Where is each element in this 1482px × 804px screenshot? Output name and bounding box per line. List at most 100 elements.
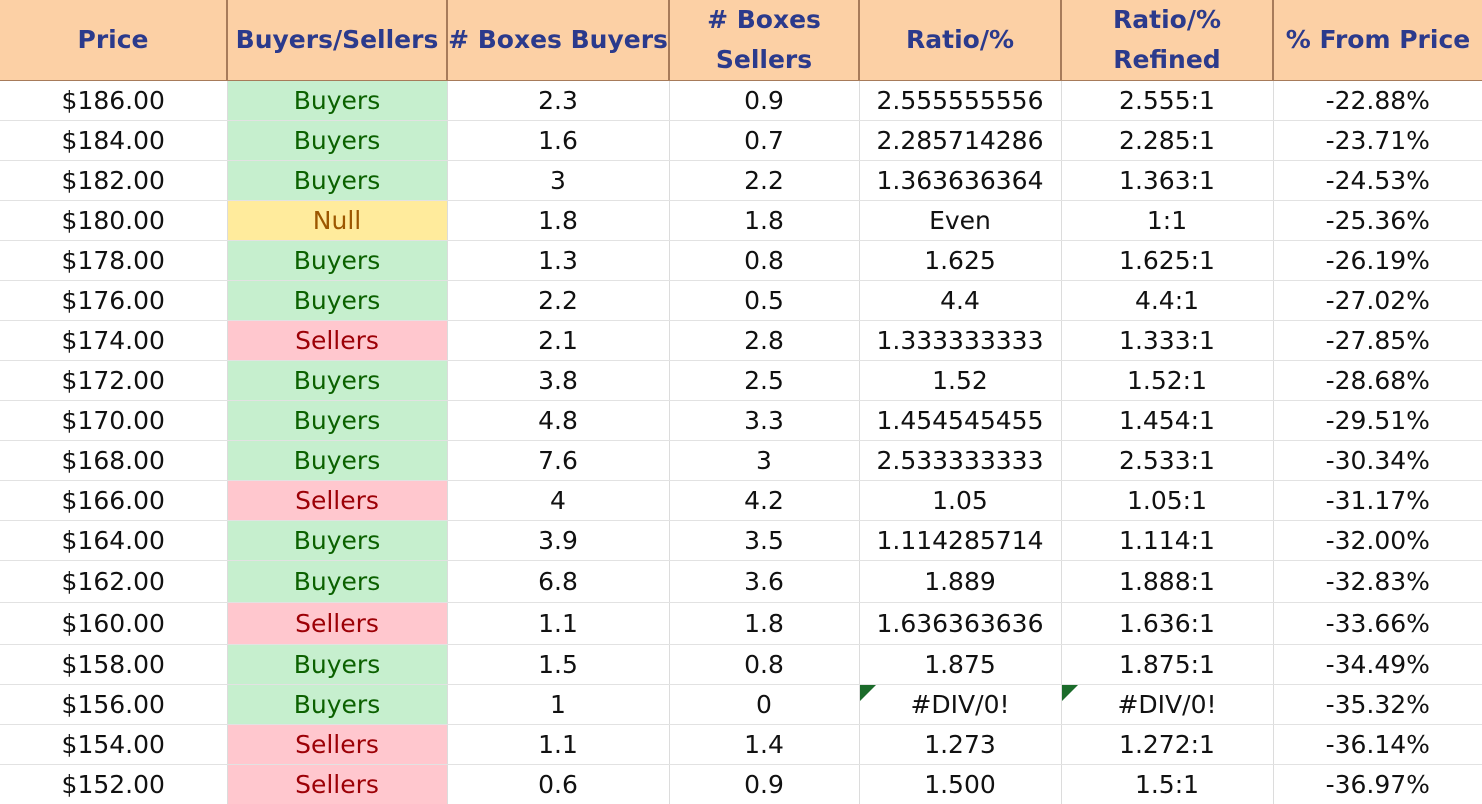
cell-boxes-buyers[interactable]: 2.2 bbox=[447, 280, 670, 321]
cell-price[interactable]: $182.00 bbox=[0, 160, 228, 201]
cell-boxes-sellers[interactable]: 3.3 bbox=[669, 400, 860, 441]
cell-boxes-sellers[interactable]: 0 bbox=[669, 684, 860, 725]
cell-boxes-sellers[interactable]: 1.8 bbox=[669, 602, 860, 645]
cell-pct-from-price[interactable]: -35.32% bbox=[1273, 684, 1482, 725]
header-ratio-refined[interactable]: Ratio/% Refined bbox=[1061, 0, 1274, 81]
cell-boxes-sellers[interactable]: 0.9 bbox=[669, 80, 860, 121]
cell-boxes-buyers[interactable]: 4 bbox=[447, 480, 670, 521]
cell-ratio-refined[interactable]: 2.285:1 bbox=[1061, 120, 1274, 161]
cell-buyers-sellers[interactable]: Buyers bbox=[227, 160, 448, 201]
cell-price[interactable]: $174.00 bbox=[0, 320, 228, 361]
cell-ratio[interactable]: 1.625 bbox=[859, 240, 1062, 281]
cell-price[interactable]: $154.00 bbox=[0, 724, 228, 765]
cell-boxes-buyers[interactable]: 2.1 bbox=[447, 320, 670, 361]
cell-pct-from-price[interactable]: -26.19% bbox=[1273, 240, 1482, 281]
cell-boxes-sellers[interactable]: 0.8 bbox=[669, 240, 860, 281]
error-indicator-icon[interactable] bbox=[859, 685, 876, 701]
cell-price[interactable]: $172.00 bbox=[0, 360, 228, 401]
cell-buyers-sellers[interactable]: Sellers bbox=[227, 320, 448, 361]
cell-pct-from-price[interactable]: -33.66% bbox=[1273, 602, 1482, 645]
cell-ratio-refined[interactable]: 1.05:1 bbox=[1061, 480, 1274, 521]
cell-ratio-refined[interactable]: 1.636:1 bbox=[1061, 602, 1274, 645]
cell-ratio[interactable]: 1.52 bbox=[859, 360, 1062, 401]
cell-buyers-sellers[interactable]: Sellers bbox=[227, 764, 448, 804]
cell-boxes-sellers[interactable]: 1.4 bbox=[669, 724, 860, 765]
cell-buyers-sellers[interactable]: Buyers bbox=[227, 560, 448, 603]
cell-pct-from-price[interactable]: -23.71% bbox=[1273, 120, 1482, 161]
cell-boxes-sellers[interactable]: 3 bbox=[669, 440, 860, 481]
cell-boxes-buyers[interactable]: 1.3 bbox=[447, 240, 670, 281]
cell-boxes-sellers[interactable]: 2.5 bbox=[669, 360, 860, 401]
cell-pct-from-price[interactable]: -31.17% bbox=[1273, 480, 1482, 521]
cell-buyers-sellers[interactable]: Buyers bbox=[227, 280, 448, 321]
header-buyers-sellers[interactable]: Buyers/Sellers bbox=[227, 0, 448, 81]
cell-price[interactable]: $162.00 bbox=[0, 560, 228, 603]
cell-ratio-refined[interactable]: 4.4:1 bbox=[1061, 280, 1274, 321]
cell-ratio[interactable]: 1.454545455 bbox=[859, 400, 1062, 441]
cell-boxes-sellers[interactable]: 2.8 bbox=[669, 320, 860, 361]
cell-buyers-sellers[interactable]: Null bbox=[227, 200, 448, 241]
cell-ratio-refined[interactable]: 1.114:1 bbox=[1061, 520, 1274, 561]
cell-ratio[interactable]: 1.500 bbox=[859, 764, 1062, 804]
cell-boxes-buyers[interactable]: 1.6 bbox=[447, 120, 670, 161]
cell-boxes-buyers[interactable]: 4.8 bbox=[447, 400, 670, 441]
cell-ratio[interactable]: #DIV/0! bbox=[859, 684, 1062, 725]
cell-boxes-buyers[interactable]: 3.8 bbox=[447, 360, 670, 401]
cell-price[interactable]: $160.00 bbox=[0, 602, 228, 645]
cell-boxes-sellers[interactable]: 0.7 bbox=[669, 120, 860, 161]
cell-pct-from-price[interactable]: -36.97% bbox=[1273, 764, 1482, 804]
cell-ratio[interactable]: 2.533333333 bbox=[859, 440, 1062, 481]
cell-ratio-refined[interactable]: 1.272:1 bbox=[1061, 724, 1274, 765]
cell-boxes-sellers[interactable]: 2.2 bbox=[669, 160, 860, 201]
cell-buyers-sellers[interactable]: Sellers bbox=[227, 724, 448, 765]
cell-boxes-buyers[interactable]: 7.6 bbox=[447, 440, 670, 481]
cell-ratio-refined[interactable]: 1.454:1 bbox=[1061, 400, 1274, 441]
cell-price[interactable]: $180.00 bbox=[0, 200, 228, 241]
cell-price[interactable]: $184.00 bbox=[0, 120, 228, 161]
cell-boxes-buyers[interactable]: 1.1 bbox=[447, 724, 670, 765]
cell-pct-from-price[interactable]: -27.85% bbox=[1273, 320, 1482, 361]
cell-ratio[interactable]: Even bbox=[859, 200, 1062, 241]
cell-boxes-buyers[interactable]: 0.6 bbox=[447, 764, 670, 804]
cell-ratio[interactable]: 1.363636364 bbox=[859, 160, 1062, 201]
cell-buyers-sellers[interactable]: Buyers bbox=[227, 684, 448, 725]
cell-boxes-buyers[interactable]: 1.1 bbox=[447, 602, 670, 645]
cell-boxes-buyers[interactable]: 1.8 bbox=[447, 200, 670, 241]
cell-ratio[interactable]: 2.555555556 bbox=[859, 80, 1062, 121]
cell-price[interactable]: $186.00 bbox=[0, 80, 228, 121]
cell-boxes-sellers[interactable]: 3.5 bbox=[669, 520, 860, 561]
cell-boxes-sellers[interactable]: 0.8 bbox=[669, 644, 860, 685]
cell-ratio-refined[interactable]: 1.52:1 bbox=[1061, 360, 1274, 401]
cell-pct-from-price[interactable]: -29.51% bbox=[1273, 400, 1482, 441]
cell-buyers-sellers[interactable]: Buyers bbox=[227, 520, 448, 561]
cell-ratio[interactable]: 1.875 bbox=[859, 644, 1062, 685]
cell-boxes-buyers[interactable]: 6.8 bbox=[447, 560, 670, 603]
cell-price[interactable]: $166.00 bbox=[0, 480, 228, 521]
cell-boxes-sellers[interactable]: 0.9 bbox=[669, 764, 860, 804]
cell-price[interactable]: $156.00 bbox=[0, 684, 228, 725]
header-pct-from-price[interactable]: % From Price bbox=[1273, 0, 1482, 81]
cell-ratio[interactable]: 4.4 bbox=[859, 280, 1062, 321]
header-boxes-sellers[interactable]: # Boxes Sellers bbox=[669, 0, 860, 81]
cell-price[interactable]: $168.00 bbox=[0, 440, 228, 481]
cell-boxes-buyers[interactable]: 3 bbox=[447, 160, 670, 201]
cell-boxes-sellers[interactable]: 1.8 bbox=[669, 200, 860, 241]
cell-boxes-buyers[interactable]: 3.9 bbox=[447, 520, 670, 561]
cell-ratio-refined[interactable]: 1.625:1 bbox=[1061, 240, 1274, 281]
header-price[interactable]: Price bbox=[0, 0, 228, 81]
cell-price[interactable]: $164.00 bbox=[0, 520, 228, 561]
cell-price[interactable]: $152.00 bbox=[0, 764, 228, 804]
cell-boxes-buyers[interactable]: 2.3 bbox=[447, 80, 670, 121]
cell-buyers-sellers[interactable]: Sellers bbox=[227, 480, 448, 521]
cell-pct-from-price[interactable]: -32.00% bbox=[1273, 520, 1482, 561]
cell-pct-from-price[interactable]: -28.68% bbox=[1273, 360, 1482, 401]
cell-ratio-refined[interactable]: 1.5:1 bbox=[1061, 764, 1274, 804]
cell-boxes-sellers[interactable]: 4.2 bbox=[669, 480, 860, 521]
cell-price[interactable]: $170.00 bbox=[0, 400, 228, 441]
header-ratio[interactable]: Ratio/% bbox=[859, 0, 1062, 81]
cell-ratio-refined[interactable]: #DIV/0! bbox=[1061, 684, 1274, 725]
cell-buyers-sellers[interactable]: Buyers bbox=[227, 240, 448, 281]
cell-ratio-refined[interactable]: 2.533:1 bbox=[1061, 440, 1274, 481]
cell-boxes-sellers[interactable]: 3.6 bbox=[669, 560, 860, 603]
cell-ratio[interactable]: 1.05 bbox=[859, 480, 1062, 521]
